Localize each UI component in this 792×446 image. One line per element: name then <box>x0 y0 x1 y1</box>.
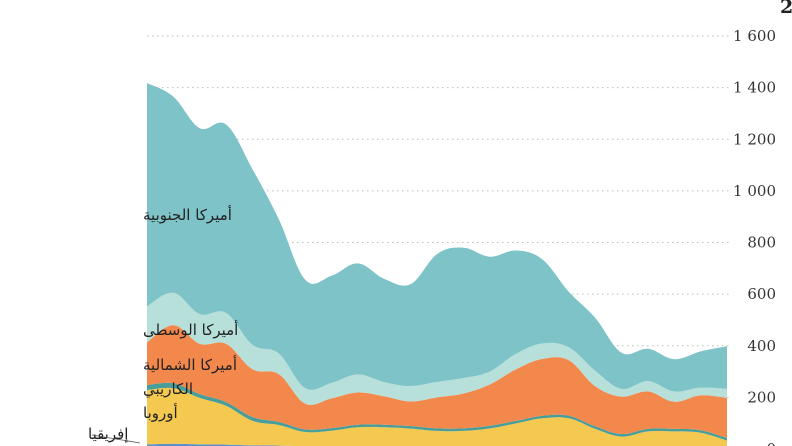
africa-leader-line <box>91 434 141 444</box>
chart-title: بآلاف الأطنان، حسب المنطقة الجغرافية من … <box>780 0 792 19</box>
label-north-america: أميركا الشمالية <box>143 355 237 374</box>
plot-area <box>147 83 727 446</box>
y-tick-label: 200 <box>747 388 776 406</box>
y-tick-label: 600 <box>747 285 776 303</box>
area-series-3 <box>147 382 727 441</box>
area-series-6 <box>147 83 727 392</box>
label-africa: إفريقيا <box>88 425 128 443</box>
y-tick-label: 1 400 <box>733 79 776 97</box>
label-caribbean: الكاريبي <box>143 380 193 399</box>
area-series-2 <box>147 387 727 446</box>
y-tick-label: 1 200 <box>733 130 776 148</box>
y-tick-label: 800 <box>747 234 776 252</box>
label-europe: أوروبا <box>143 403 178 422</box>
area-series-4 <box>147 325 727 438</box>
y-tick-label: 0 <box>766 440 776 446</box>
y-tick-label: 400 <box>747 337 776 355</box>
y-tick-label: 1 000 <box>733 182 776 200</box>
area-series-1 <box>147 443 295 446</box>
area-series-5 <box>147 292 727 405</box>
label-south-america: أميركا الجنوبية <box>143 205 232 224</box>
y-axis: 0 200 400 600 800 1 000 1 200 1 400 1 600 <box>733 27 776 446</box>
y-tick-label: 1 600 <box>733 27 776 45</box>
label-central-america: أميركا الوسطى <box>143 320 238 339</box>
region-labels: أميركا الجنوبية أميركا الوسطى أميركا الش… <box>88 205 238 444</box>
